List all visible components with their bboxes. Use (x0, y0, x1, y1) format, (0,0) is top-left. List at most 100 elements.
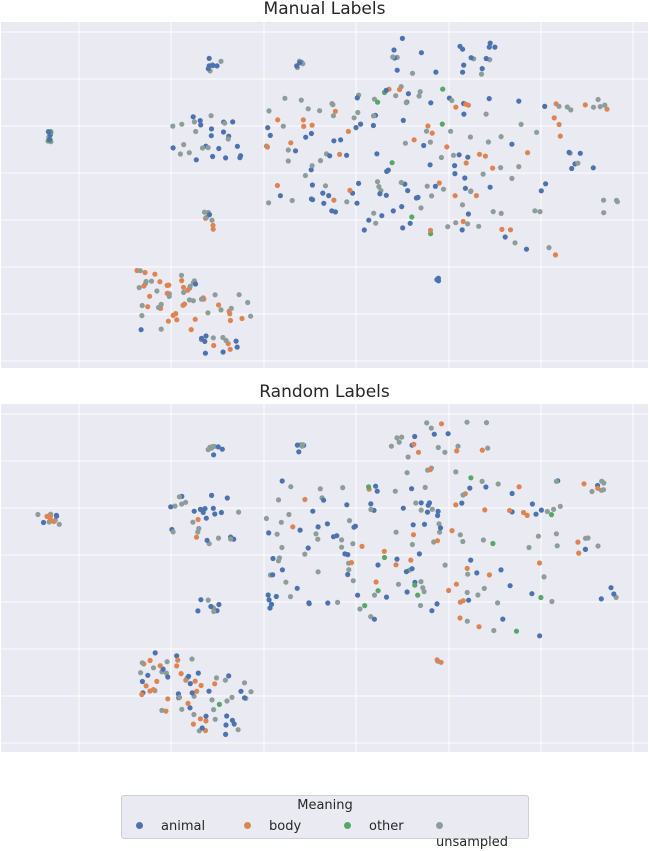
point-animal (394, 67, 400, 73)
point-unsampled (600, 487, 607, 493)
point-unsampled (350, 541, 356, 547)
point-animal (220, 349, 226, 355)
point-unsampled (464, 618, 470, 624)
point-unsampled (223, 337, 229, 344)
point-animal (428, 100, 434, 106)
point-unsampled (248, 313, 254, 319)
point-animal (353, 125, 359, 131)
point-unsampled (205, 145, 211, 151)
point-unsampled (170, 529, 176, 535)
point-body (139, 691, 145, 698)
point-body (345, 128, 351, 134)
point-unsampled (274, 531, 280, 537)
point-unsampled (241, 680, 248, 686)
point-unsampled (418, 205, 424, 211)
point-unsampled (498, 210, 504, 216)
point-animal (390, 208, 396, 214)
point-body (309, 122, 315, 128)
point-body (332, 108, 338, 114)
point-animal (400, 505, 406, 511)
point-unsampled (453, 220, 459, 226)
point-unsampled (509, 175, 515, 181)
point-unsampled (480, 537, 486, 543)
point-body (465, 102, 471, 108)
point-animal (315, 524, 321, 530)
point-unsampled (453, 469, 459, 475)
point-animal (374, 151, 380, 157)
point-animal (214, 63, 220, 69)
point-animal (237, 155, 243, 161)
point-animal (492, 44, 498, 50)
point-unsampled (450, 152, 457, 158)
point-body (157, 663, 163, 669)
point-other (513, 628, 520, 634)
point-unsampled (475, 592, 481, 598)
point-animal (206, 688, 212, 694)
point-unsampled (205, 597, 211, 603)
point-body (198, 682, 204, 689)
point-animal (400, 225, 406, 231)
point-animal (608, 585, 614, 591)
point-animal (529, 501, 536, 507)
point-animal (538, 188, 544, 194)
point-animal (208, 133, 214, 139)
point-unsampled (136, 285, 142, 291)
point-animal (345, 552, 351, 558)
point-unsampled (154, 288, 160, 294)
point-unsampled (460, 492, 466, 498)
point-body (143, 683, 149, 689)
point-unsampled (181, 142, 187, 148)
point-body (520, 509, 527, 516)
point-animal (486, 96, 492, 102)
point-animal (210, 62, 216, 69)
point-body (381, 548, 387, 554)
point-unsampled (266, 200, 272, 206)
point-animal (266, 530, 272, 536)
point-animal (418, 50, 424, 56)
point-animal (566, 149, 572, 155)
point-animal (277, 193, 283, 199)
point-animal (383, 87, 389, 93)
point-unsampled (187, 283, 193, 289)
point-unsampled (374, 179, 381, 185)
point-body (476, 624, 482, 630)
point-animal (200, 509, 206, 515)
point-body (142, 269, 148, 276)
point-animal (457, 43, 463, 49)
point-body (499, 226, 505, 232)
point-animal (296, 449, 302, 455)
point-body (337, 151, 343, 157)
point-unsampled (139, 302, 145, 309)
point-unsampled (427, 139, 433, 145)
point-animal (461, 62, 467, 68)
point-animal (516, 98, 522, 104)
point-animal (598, 596, 604, 602)
point-animal (192, 281, 199, 287)
point-animal (279, 478, 285, 484)
point-unsampled (601, 210, 607, 216)
point-animal (206, 55, 212, 62)
point-unsampled (429, 193, 435, 199)
point-body (449, 528, 455, 534)
point-unsampled (393, 529, 399, 535)
point-animal (187, 705, 193, 711)
point-unsampled (218, 307, 224, 313)
legend-label-animal: animal (161, 819, 206, 834)
point-animal (297, 60, 303, 66)
point-animal (418, 500, 424, 506)
point-body (163, 708, 169, 714)
point-body (51, 518, 57, 525)
legend-label-unsampled: unsampled (436, 835, 508, 850)
point-body (446, 587, 452, 594)
point-body (490, 165, 496, 171)
point-unsampled (199, 145, 206, 151)
point-unsampled (190, 519, 196, 525)
point-unsampled (413, 500, 419, 506)
point-other (375, 99, 381, 105)
point-body (482, 153, 488, 159)
point-unsampled (437, 529, 443, 535)
point-animal (212, 511, 218, 517)
point-unsampled (582, 535, 589, 541)
point-animal (433, 69, 439, 75)
point-animal (224, 495, 230, 501)
